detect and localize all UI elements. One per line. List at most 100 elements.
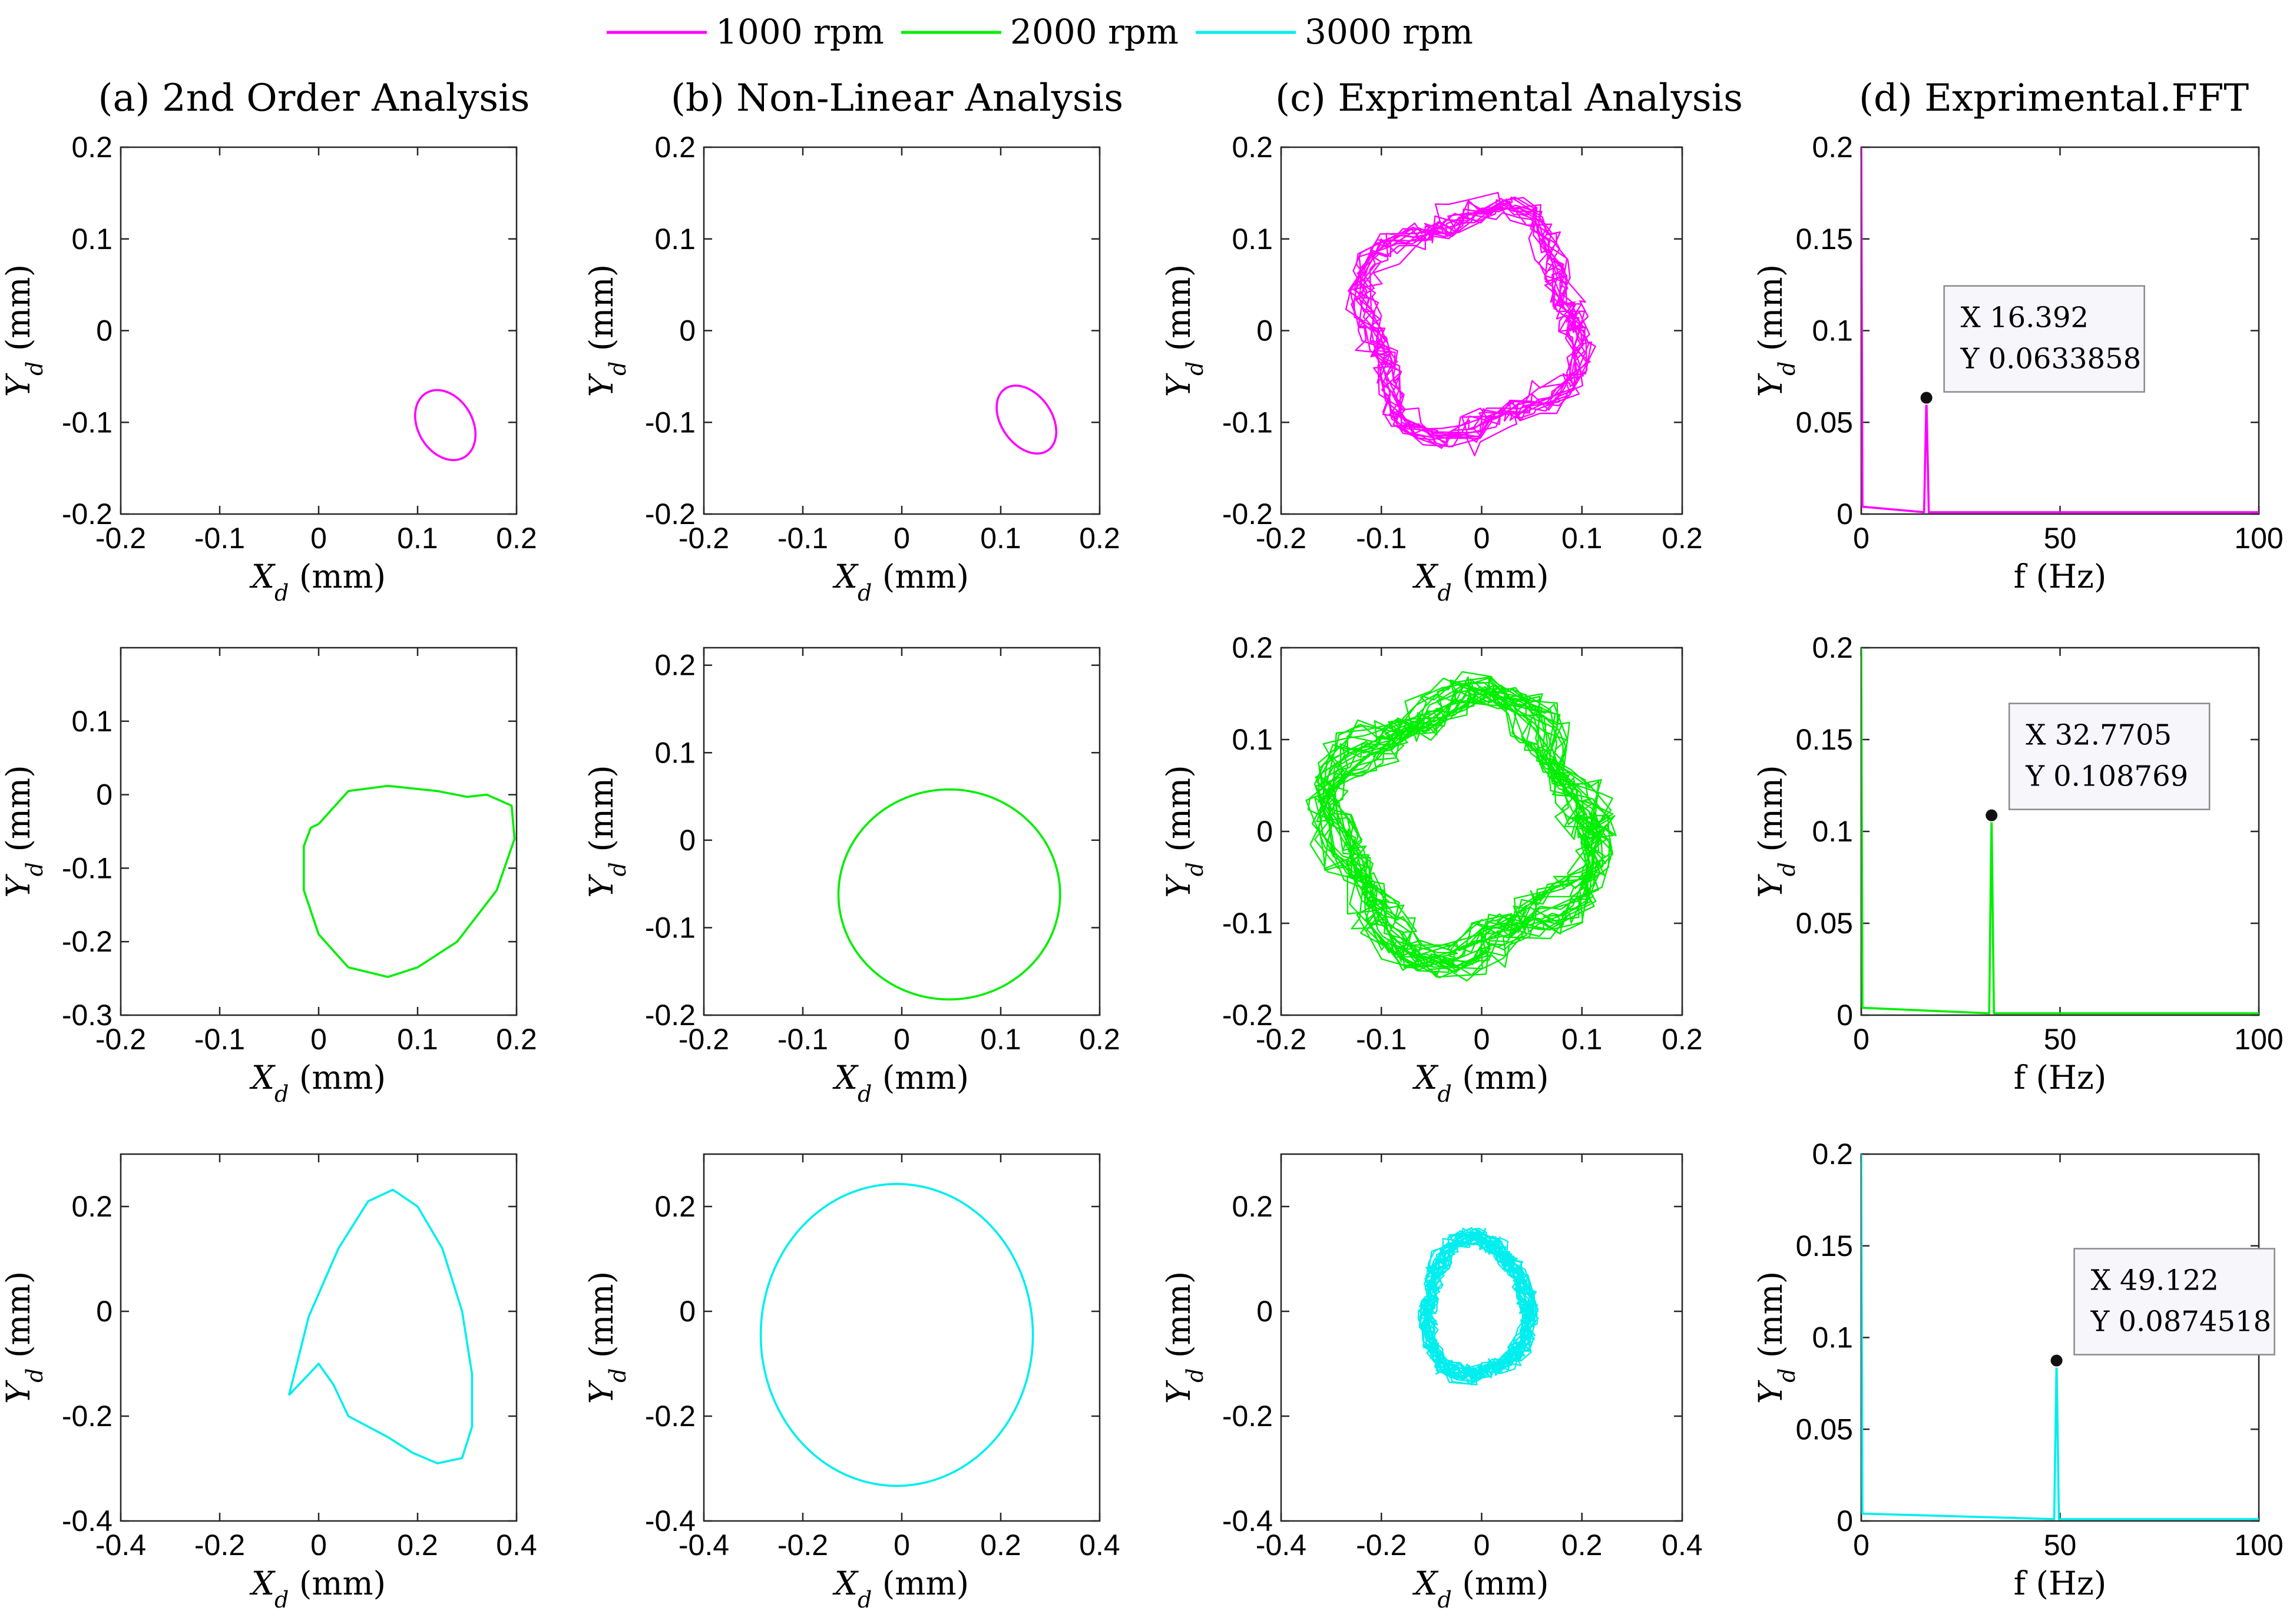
y-tick-label: 0.1: [1812, 815, 1853, 848]
plot-area: [120, 1153, 518, 1522]
y-tick-label: -0.2: [645, 999, 696, 1032]
y-axis-label: Yd (mm): [1752, 264, 1800, 397]
plot-area: [1280, 1153, 1683, 1522]
y-tick-label: -0.1: [645, 911, 696, 944]
y-tick-label: -0.3: [62, 999, 113, 1032]
panel-d2: 0 50 100 0.2 0.15 0.1 0.05 0 f (Hz) Yd (mm) X 32.7…: [1752, 631, 2284, 1096]
series-group: [1861, 1154, 2259, 1520]
datatip-x-label: X 16.392: [1961, 301, 2089, 334]
x-tick-label: 50: [2044, 1529, 2077, 1562]
x-tick-label: -0.4: [95, 1529, 146, 1562]
x-tick-label: -0.2: [679, 522, 729, 555]
panel-a1: -0.2 -0.1 0 0.1 0.2 0.2 0.1 0 -0.1 -0.2 Xd (mm) Yd …: [0, 131, 537, 606]
datatip-box[interactable]: [2073, 1248, 2275, 1355]
y-tick-label: 0.2: [654, 131, 696, 164]
x-tick-label: 100: [2234, 522, 2283, 555]
y-tick-label: -0.2: [1222, 1400, 1273, 1433]
x-tick-label: 0.2: [980, 1529, 1021, 1562]
datatip-x-label: X 49.122: [2091, 1264, 2219, 1297]
x-tick-label: 0: [1853, 1023, 1870, 1056]
y-tick-label: 0.1: [1812, 314, 1853, 347]
x-tick-label: 0.2: [1079, 1023, 1120, 1056]
y-tick-label: -0.1: [62, 406, 113, 439]
x-axis-label: f (Hz): [2014, 1059, 2107, 1096]
y-tick-label: 0.2: [71, 131, 113, 164]
plot-area: [120, 146, 518, 515]
datatip-marker[interactable]: [1919, 390, 1934, 405]
panel-b2: -0.2 -0.1 0 0.1 0.2 0.2 0.1 0 -0.1 -0.2 Xd (mm) Yd …: [583, 647, 1120, 1107]
series-line: [414, 389, 477, 462]
datatip-marker[interactable]: [2049, 1353, 2064, 1368]
x-tick-label: 50: [2044, 1023, 2077, 1056]
series-line: [1861, 147, 2259, 513]
y-tick-label: 0.1: [1232, 723, 1273, 756]
plot-area: [703, 1153, 1101, 1522]
y-tick-label: 0.2: [71, 1190, 113, 1223]
panel-d3: 0 50 100 0.2 0.15 0.1 0.05 0 f (Hz) Yd (mm) X 49.1…: [1752, 1138, 2284, 1602]
x-tick-label: -0.1: [777, 522, 828, 555]
y-axis-label: Yd (mm): [1160, 765, 1208, 897]
x-tick-label: 0.4: [1079, 1529, 1120, 1562]
y-tick-label: 0: [96, 778, 113, 811]
x-tick-label: 50: [2044, 522, 2077, 555]
y-tick-label: 0.1: [654, 223, 696, 256]
y-tick-label: -0.1: [1222, 907, 1273, 940]
legend-label-3000-rpm: 3000 rpm: [1305, 12, 1473, 52]
y-tick-label: 0.05: [1796, 907, 1853, 940]
x-axis-label: Xd (mm): [1412, 1059, 1548, 1107]
y-tick-label: 0.2: [654, 1190, 696, 1223]
panel-a3: -0.4 -0.2 0 0.2 0.4 0.2 0 -0.2 -0.4 Xd (mm) Yd (mm…: [0, 1153, 537, 1613]
plot-area: [703, 146, 1101, 515]
datatip-box[interactable]: [2008, 702, 2211, 810]
plot-area: [120, 647, 518, 1016]
x-tick-label: 0: [894, 522, 910, 555]
series-line: [995, 385, 1058, 455]
x-tick-label: 0.1: [397, 522, 438, 555]
legend: 1000 rpm 2000 rpm 3000 rpm: [607, 12, 1473, 52]
x-tick-label: 0.1: [980, 1023, 1021, 1056]
x-tick-label: 0.1: [1561, 522, 1603, 555]
series-group: [1345, 191, 1596, 456]
x-tick-label: -0.1: [1356, 522, 1407, 555]
x-tick-label: 0: [1853, 1529, 1870, 1562]
y-tick-label: 0.1: [71, 223, 113, 256]
x-axis-label: Xd (mm): [249, 558, 386, 606]
x-tick-label: -0.4: [679, 1529, 729, 1562]
series-group: [837, 788, 1061, 1001]
y-tick-label: 0.05: [1796, 1413, 1853, 1446]
x-tick-label: 0: [310, 1529, 327, 1562]
datatip-marker[interactable]: [1984, 808, 1999, 823]
y-axis-label: Yd (mm): [0, 765, 48, 897]
y-tick-label: 0: [1256, 314, 1273, 347]
x-axis-label: Xd (mm): [832, 1565, 969, 1613]
x-tick-label: 0: [1474, 1529, 1490, 1562]
y-tick-label: -0.2: [1222, 999, 1273, 1032]
datatip-box[interactable]: [1943, 285, 2145, 393]
x-tick-label: -0.1: [194, 1023, 245, 1056]
legend-label-1000-rpm: 1000 rpm: [716, 12, 884, 52]
x-tick-label: 0: [310, 522, 327, 555]
x-tick-label: 0: [1474, 1023, 1490, 1056]
y-tick-label: 0.15: [1796, 223, 1853, 256]
y-tick-label: 0: [1837, 498, 1853, 531]
y-axis-label: Yd (mm): [583, 1271, 631, 1404]
y-tick-label: 0: [96, 314, 113, 347]
y-tick-label: 0.1: [1812, 1321, 1853, 1354]
x-tick-label: 0.2: [496, 1023, 537, 1056]
x-axis-label: Xd (mm): [832, 558, 969, 606]
x-tick-label: 0.1: [397, 1023, 438, 1056]
panel-c3: -0.4 -0.2 0 0.2 0.4 0.2 0 -0.2 -0.4 Xd (mm) Yd (mm…: [1160, 1153, 1703, 1613]
series-group: [1861, 147, 2259, 513]
x-tick-label: -0.2: [1256, 522, 1306, 555]
panels: -0.2 -0.1 0 0.1 0.2 0.2 0.1 0 -0.1 -0.2 Xd (mm) Yd …: [0, 131, 2284, 1613]
y-tick-label: -0.1: [62, 851, 113, 884]
y-tick-label: 0.2: [1812, 131, 1853, 164]
x-tick-label: 0.2: [1662, 522, 1703, 555]
x-tick-label: -0.2: [95, 1023, 146, 1056]
y-axis-label: Yd (mm): [1160, 264, 1208, 397]
series-line: [1861, 648, 2259, 1015]
y-axis-label: Yd (mm): [1752, 765, 1800, 897]
y-axis-label: Yd (mm): [0, 1271, 48, 1404]
x-tick-label: 0.4: [496, 1529, 537, 1562]
